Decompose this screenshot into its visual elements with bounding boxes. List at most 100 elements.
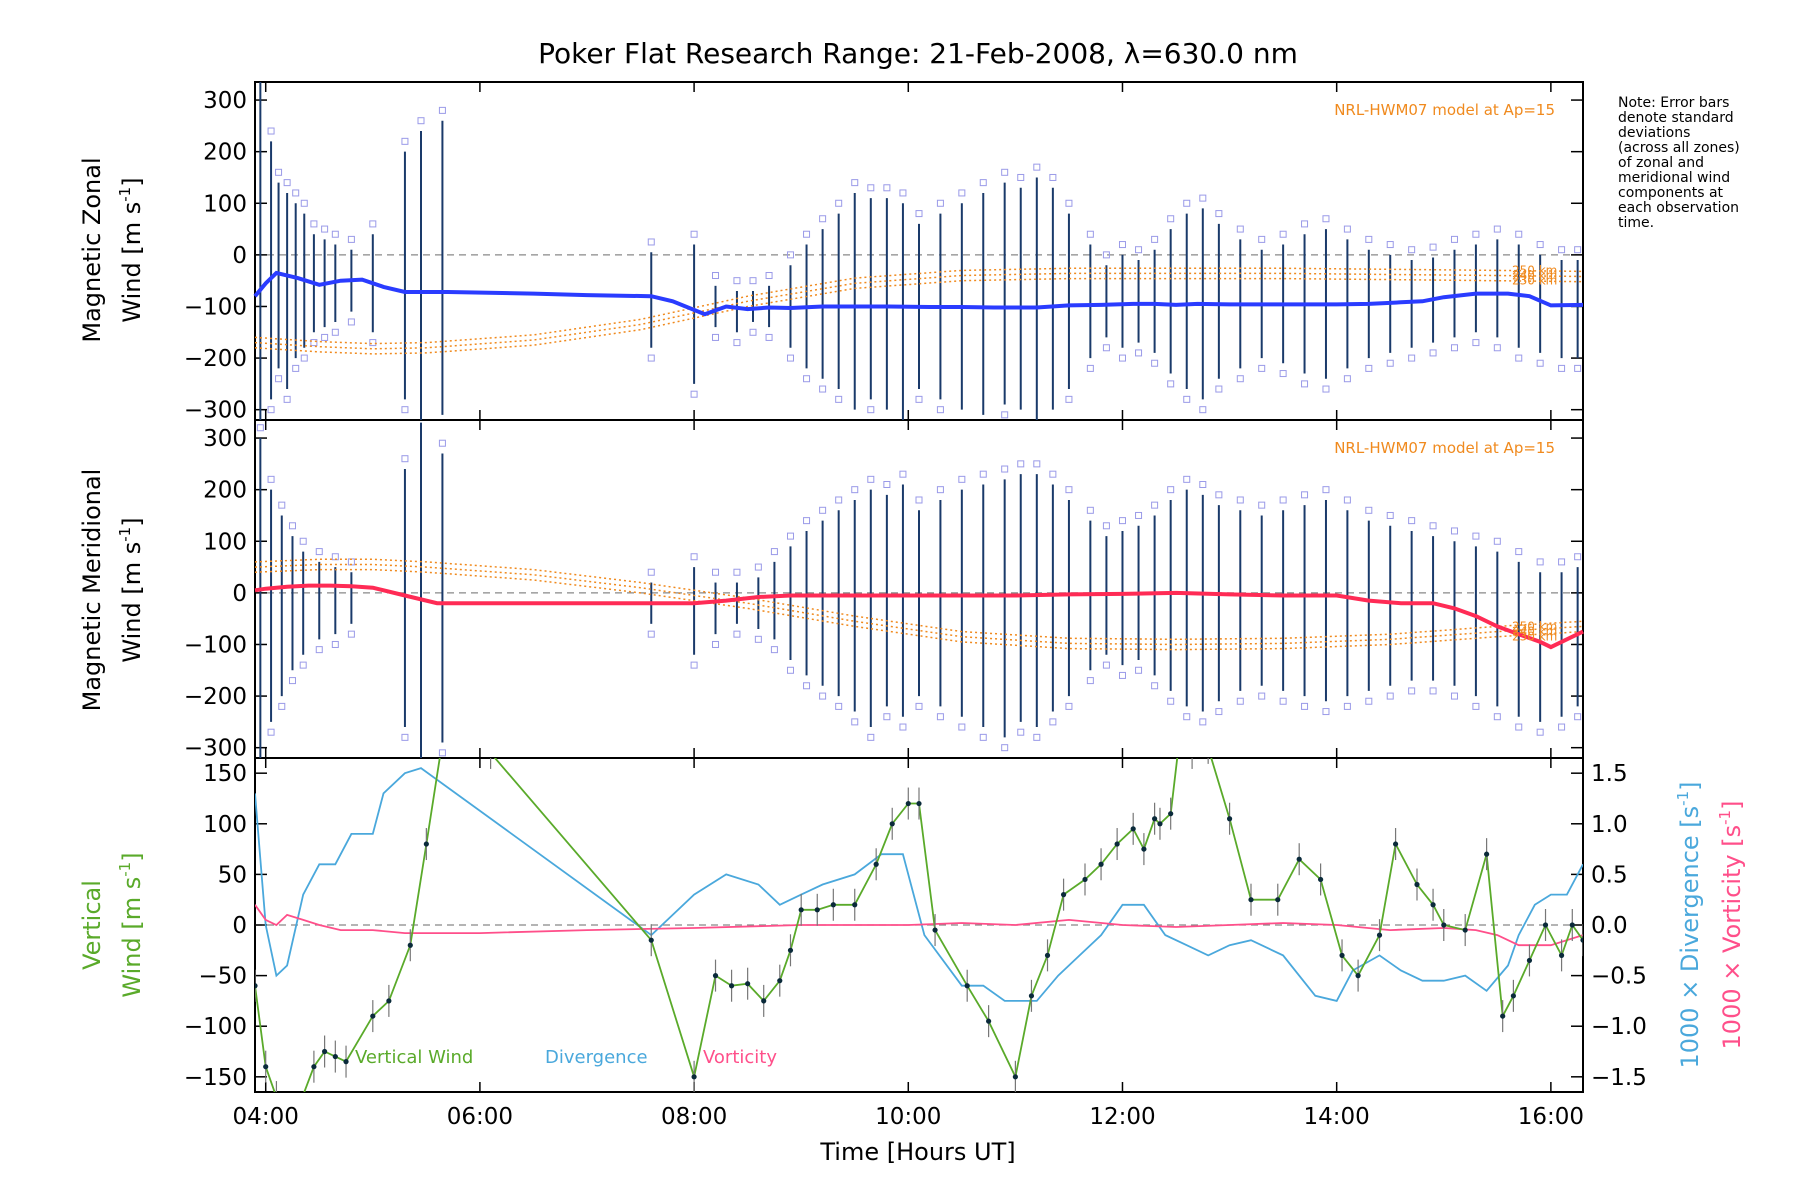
divergence-y2label-text: 1000 × Divergence [s-1]: [1674, 781, 1704, 1068]
meridional-sample-point: [1151, 682, 1159, 690]
zonal-sample-point: [915, 395, 923, 403]
vertical-wind-point: [932, 927, 938, 933]
zonal-ytick-label: 0: [232, 243, 247, 269]
vertical-ytick-label: −150: [184, 1065, 247, 1091]
meridional-sample-point: [1365, 697, 1373, 705]
meridional-sample-point: [835, 702, 843, 710]
vertical-wind-point: [1484, 851, 1490, 857]
meridional-sample-point: [915, 702, 923, 710]
legend-entry: Divergence: [545, 1047, 648, 1068]
meridional-sample-point: [267, 475, 275, 483]
meridional-sample-point: [1135, 511, 1143, 519]
vertical-wind-point: [1226, 816, 1233, 822]
zonal-sample-point: [647, 354, 655, 362]
meridional-sample-point: [786, 532, 794, 540]
meridional-sample-point: [1258, 692, 1266, 700]
zonal-altitude-label: 230 km: [1512, 274, 1557, 288]
x-tick-label: 10:00: [875, 1104, 941, 1130]
meridional-sample-point: [1017, 460, 1025, 468]
meridional-sample-point: [1574, 553, 1582, 561]
meridional-ylabel-text: Wind [m s: [118, 542, 146, 663]
vertical-wind-point: [905, 800, 911, 807]
meridional-sample-point: [278, 702, 286, 710]
meridional-ytick-label: 200: [203, 478, 247, 504]
zonal-sample-point: [1086, 364, 1094, 372]
meridional-sample-point: [733, 630, 741, 638]
vertical-wind-point: [255, 983, 258, 989]
meridional-altitude-label: 250 km: [1512, 619, 1557, 633]
zonal-sample-point: [936, 199, 944, 207]
vertical-wind-point: [1098, 861, 1104, 867]
zonal-sample-point: [1199, 406, 1207, 414]
meridional-sample-point: [1236, 496, 1244, 504]
vertical-ytick-label: 50: [218, 862, 247, 888]
vertical-ylabel-close: ]: [118, 852, 146, 861]
note-line: each observation: [1618, 200, 1740, 216]
meridional-ytick-label: 100: [203, 529, 247, 555]
meridional-sample-point: [851, 718, 859, 726]
zonal-sample-point: [1049, 173, 1057, 181]
zonal-sample-point: [867, 406, 875, 414]
zonal-sample-point: [1183, 199, 1191, 207]
zonal-sample-point: [1183, 395, 1191, 403]
zonal-ylabel-sup: -1: [116, 187, 134, 202]
y2-tick-label: 0.5: [1591, 862, 1628, 888]
vertical-wind-point: [1275, 897, 1281, 903]
zonal-sample-point: [1258, 235, 1266, 243]
meridional-model-curve: [254, 563, 1584, 646]
zonal-sample-point: [300, 354, 308, 362]
vertical-wind-point: [814, 907, 820, 913]
zonal-sample-point: [1258, 364, 1266, 372]
meridional-sample-point: [754, 563, 762, 571]
vertical-wind-point: [343, 1059, 349, 1065]
x-tick-label: 06:00: [447, 1104, 513, 1130]
zonal-sample-point: [1118, 241, 1126, 249]
meridional-sample-point: [770, 646, 778, 654]
zonal-sample-point: [803, 375, 811, 383]
zonal-sample-point: [347, 318, 355, 326]
vertical-wind-point: [1376, 932, 1383, 938]
vertical-wind-point: [370, 1013, 376, 1019]
zonal-sample-point: [292, 364, 300, 372]
zonal-sample-point: [369, 220, 377, 228]
vertical-wind-point: [728, 983, 735, 989]
meridional-sample-point: [1472, 702, 1480, 710]
meridional-sample-point: [267, 728, 275, 736]
meridional-ytick-label: 300: [203, 426, 247, 452]
divergence-y2label-sup: -1: [1674, 791, 1692, 806]
divergence-y2label-main: 1000 × Divergence [s: [1676, 806, 1704, 1069]
meridional-sample-point: [1408, 687, 1416, 695]
vertical-ytick-label: 100: [203, 812, 247, 838]
zonal-sample-point: [1472, 230, 1480, 238]
zonal-sample-point: [647, 238, 655, 246]
zonal-sample-point: [310, 339, 318, 347]
vertical-wind-point: [648, 937, 654, 943]
meridional-sample-point: [690, 661, 698, 669]
vertical-wind-point: [777, 978, 783, 984]
divergence-line: [255, 767, 1583, 1002]
vertical-wind-point: [1441, 922, 1447, 928]
zonal-sample-point: [1558, 364, 1566, 372]
zonal-sample-point: [1429, 243, 1437, 251]
meridional-sample-point: [899, 723, 907, 731]
zonal-sample-point: [915, 210, 923, 218]
meridional-sample-point: [288, 677, 296, 685]
meridional-sample-point: [1301, 491, 1309, 499]
note-line: denote standard: [1618, 110, 1734, 126]
vertical-wind-point: [263, 1064, 269, 1070]
vertical-wind-point: [1355, 973, 1361, 979]
meridional-sample-point: [1086, 677, 1094, 685]
zonal-sample-point: [835, 199, 843, 207]
vorticity-y2label: 1000 × Vorticity [s-1]: [1716, 801, 1746, 1050]
zonal-sample-point: [1301, 220, 1309, 228]
vertical-wind-point: [873, 861, 879, 867]
meridional-sample-point: [1343, 702, 1351, 710]
zonal-sample-point: [1135, 246, 1143, 254]
zonal-sample-point: [1472, 339, 1480, 347]
zonal-sample-point: [417, 117, 425, 125]
zonal-model-curve: [254, 277, 1584, 355]
zonal-sample-point: [712, 272, 720, 280]
vertical-wind-point: [1248, 897, 1254, 903]
vertical-wind-point: [830, 902, 836, 908]
vertical-wind-point: [1580, 937, 1583, 943]
